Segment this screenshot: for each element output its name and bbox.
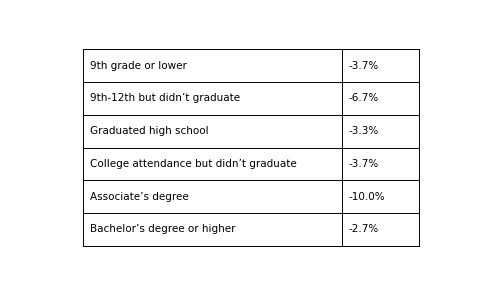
Text: Bachelor’s degree or higher: Bachelor’s degree or higher — [90, 224, 235, 234]
Text: -6.7%: -6.7% — [348, 93, 378, 104]
Text: College attendance but didn’t graduate: College attendance but didn’t graduate — [90, 159, 297, 169]
Text: -3.3%: -3.3% — [348, 126, 378, 136]
Text: -3.7%: -3.7% — [348, 159, 378, 169]
Text: -10.0%: -10.0% — [348, 191, 385, 202]
Text: -3.7%: -3.7% — [348, 61, 378, 71]
Text: 9th grade or lower: 9th grade or lower — [90, 61, 187, 71]
Text: 9th-12th but didn’t graduate: 9th-12th but didn’t graduate — [90, 93, 240, 104]
Text: Graduated high school: Graduated high school — [90, 126, 209, 136]
Text: -2.7%: -2.7% — [348, 224, 378, 234]
Text: Associate’s degree: Associate’s degree — [90, 191, 188, 202]
